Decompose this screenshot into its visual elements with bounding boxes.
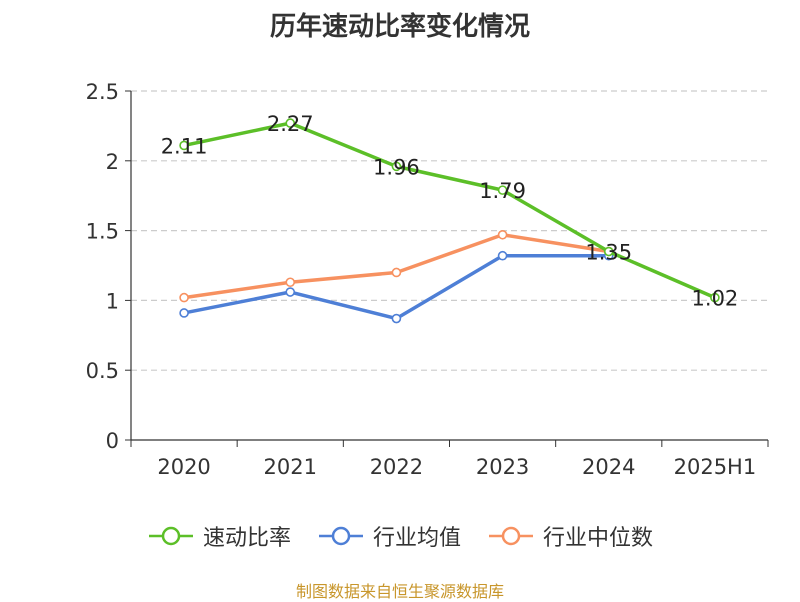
x-tick-label: 2020 [157,455,210,479]
series-line-0 [183,121,716,300]
legend-marker-icon [318,526,363,546]
data-label: 2.27 [267,112,314,136]
source-note: 制图数据来自恒生聚源数据库 [295,582,504,601]
data-label: 1.35 [585,241,632,265]
series-line-2 [183,233,610,300]
data-point [391,161,402,172]
y-tick-label: 1 [106,289,119,313]
data-point [710,292,720,303]
legend-item[interactable]: 行业中位数 [487,520,653,552]
data-point [497,229,508,240]
data-label: 1.96 [373,155,420,179]
data-label: 1.79 [479,179,526,203]
y-tick-label: 2.5 [86,80,119,104]
data-point [391,313,402,324]
legend-label: 行业中位数 [543,526,654,551]
x-tick-label: 2023 [476,455,529,479]
x-tick-label: 2021 [264,455,317,479]
x-tick-label: 2025H1 [674,455,757,479]
data-point [179,308,189,318]
x-tick-label: 2022 [370,455,423,479]
y-tick-label: 2 [106,150,119,174]
data-point [285,118,296,128]
legend-label: 行业均值 [372,526,461,551]
data-point [285,277,296,288]
legend-marker-icon [148,526,193,546]
legend-label: 速动比率 [202,526,291,551]
x-tick-label: 2024 [582,455,635,479]
chart-title: 历年速动比率变化情况 [269,12,530,42]
data-point [179,292,189,303]
data-label: 2.11 [161,134,208,158]
y-tick-label: 1.5 [86,220,119,244]
legend-item[interactable]: 行业均值 [317,520,461,552]
data-point [603,246,614,257]
data-point [497,250,508,261]
data-point [285,287,296,297]
legend-item[interactable]: 速动比率 [147,520,291,552]
data-point [497,185,508,195]
y-tick-label: 0.5 [86,359,119,383]
legend-marker-icon [489,526,533,546]
data-point [391,267,402,278]
y-tick-label: 0 [106,429,119,453]
data-point [179,140,189,151]
data-label: 1.02 [692,287,739,311]
legend: 速动比率 行业均值 行业中位数 [0,520,800,552]
